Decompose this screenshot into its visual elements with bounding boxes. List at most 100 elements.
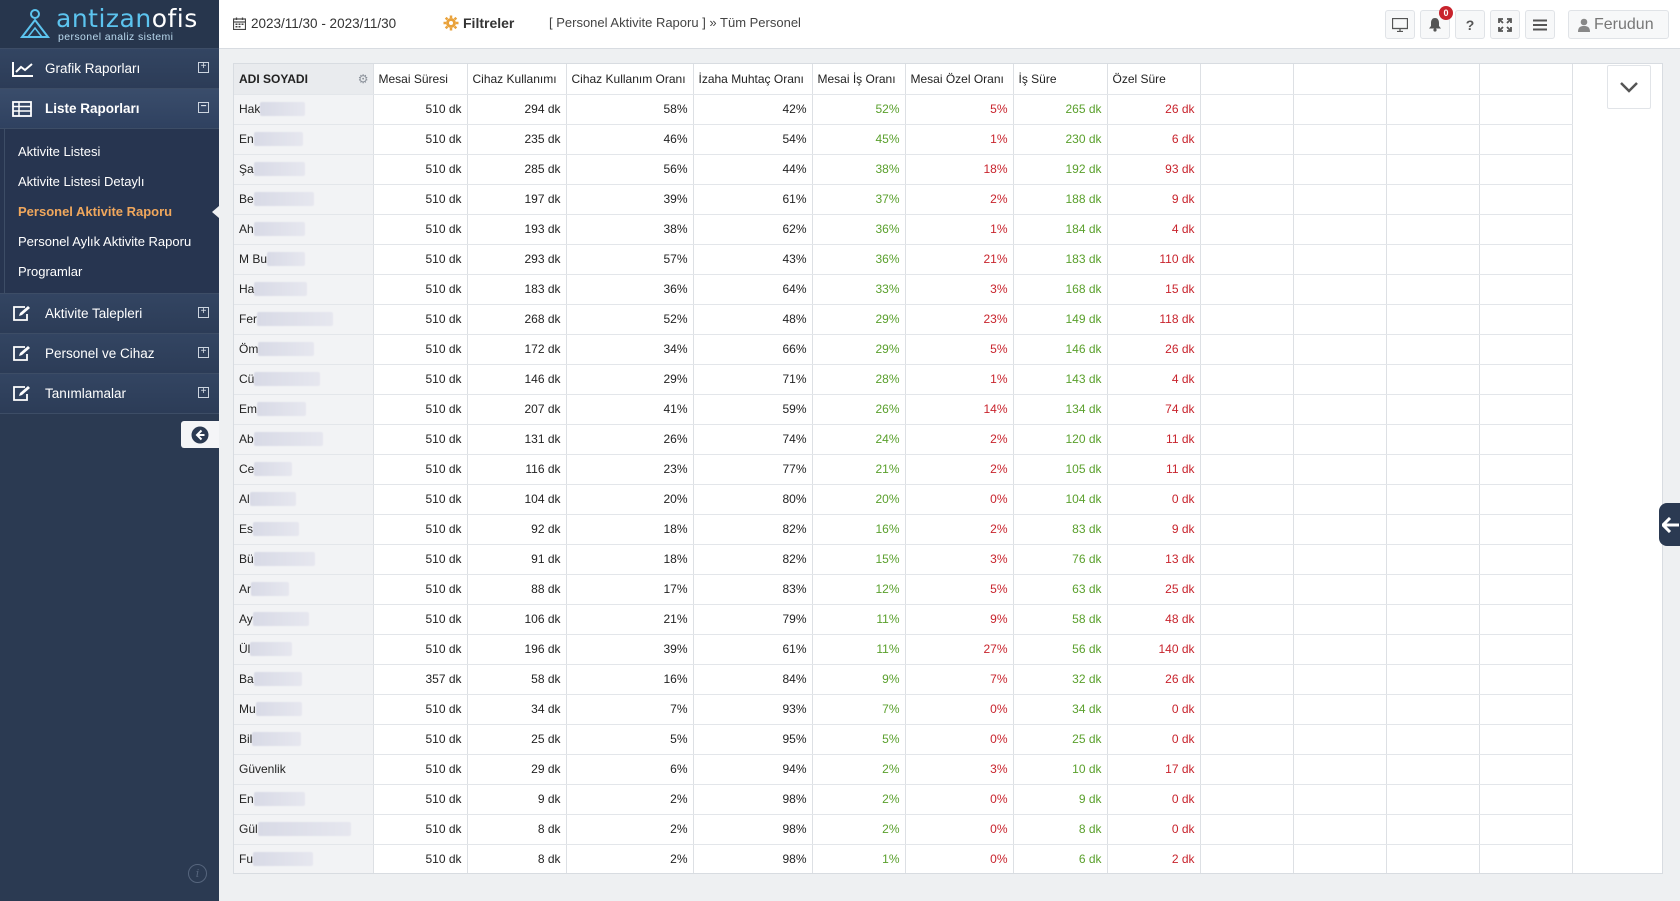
sidebar-item-programlar[interactable]: Programlar (18, 264, 83, 279)
collapse-icon[interactable]: − (198, 102, 209, 113)
menu-liste-raporlari[interactable]: Liste Raporları − (0, 89, 219, 129)
table-row[interactable]: Bü 510 dk 91 dk 18% 82% 15% 3% 76 dk 13 dk (234, 544, 1573, 575)
menu-button[interactable] (1525, 10, 1555, 39)
empty-cell (1200, 664, 1294, 695)
calendar-icon (233, 17, 246, 30)
monitor-button[interactable] (1385, 10, 1415, 39)
empty-cell (1386, 724, 1480, 755)
table-row[interactable]: Ab 510 dk 131 dk 26% 74% 24% 2% 120 dk 11 dk (234, 424, 1573, 455)
empty-cell (1200, 214, 1294, 245)
menu-grafik-raporlari[interactable]: Grafik Raporları + (0, 49, 219, 89)
table-row[interactable]: Fu 510 dk 8 dk 2% 98% 1% 0% 6 dk 2 dk (234, 844, 1573, 873)
cell-cihaz-kullanim-orani: 34% (566, 334, 694, 365)
redacted-name (253, 552, 315, 567)
table-row[interactable]: Mu 510 dk 34 dk 7% 93% 7% 0% 34 dk 0 dk (234, 694, 1573, 725)
cell-mesai-suresi: 510 dk (373, 814, 468, 845)
table-row[interactable]: Cü 510 dk 146 dk 29% 71% 28% 1% 143 dk 4 dk (234, 364, 1573, 395)
table-row[interactable]: Be 510 dk 197 dk 39% 61% 37% 2% 188 dk 9 dk (234, 184, 1573, 215)
cell-cihaz-kullanim-orani: 29% (566, 364, 694, 395)
sidebar-item-aktivite-listesi[interactable]: Aktivite Listesi (18, 144, 101, 159)
sidebar-item-aktivite-listesi-detayli[interactable]: Aktivite Listesi Detaylı (18, 174, 145, 189)
cell-mesai-is-orani: 2% (812, 754, 906, 785)
info-icon[interactable]: i (188, 864, 207, 883)
table-row[interactable]: Ay 510 dk 106 dk 21% 79% 11% 9% 58 dk 48 dk (234, 604, 1573, 635)
cell-name: Güvenlik (234, 754, 374, 785)
cell-mesai-suresi: 510 dk (373, 94, 468, 125)
redacted-name (254, 462, 293, 477)
table-row[interactable]: Fer 510 dk 268 dk 52% 48% 29% 23% 149 dk 118 dk (234, 304, 1573, 335)
menu-personel-ve-cihaz[interactable]: Personel ve Cihaz + (0, 334, 219, 374)
column-header-cihaz-kullanimi[interactable]: Cihaz Kullanımı (467, 64, 567, 95)
column-settings-icon[interactable]: ⚙ (357, 72, 369, 86)
app-logo[interactable]: antizanofis personel analiz sistemi (0, 0, 219, 49)
sidebar-item-personel-aylik-aktivite-raporu[interactable]: Personel Aylık Aktivite Raporu (18, 234, 192, 249)
sidebar-collapse-button[interactable] (181, 421, 219, 448)
table-row[interactable]: Ba 357 dk 58 dk 16% 84% 9% 7% 32 dk 26 dk (234, 664, 1573, 695)
expand-icon[interactable]: + (198, 62, 209, 73)
cell-mesai-ozel-orani: 0% (905, 724, 1014, 755)
table-row[interactable]: Ar 510 dk 88 dk 17% 83% 12% 5% 63 dk 25 dk (234, 574, 1573, 605)
empty-cell (1479, 274, 1573, 305)
table-row[interactable]: Ül 510 dk 196 dk 39% 61% 11% 27% 56 dk 140 dk (234, 634, 1573, 665)
column-header-mesai-ozel-orani[interactable]: Mesai Özel Oranı (905, 64, 1014, 95)
cell-mesai-ozel-orani: 3% (905, 274, 1014, 305)
column-header-mesai-is-orani[interactable]: Mesai İş Oranı (812, 64, 906, 95)
table-row[interactable]: Gül 510 dk 8 dk 2% 98% 2% 0% 8 dk 0 dk (234, 814, 1573, 845)
empty-cell (1200, 334, 1294, 365)
column-header-is-sure[interactable]: İş Süre (1013, 64, 1108, 95)
column-header-izaha-muhtac-orani[interactable]: İzaha Muhtaç Oranı (693, 64, 813, 95)
table-row[interactable]: Ce 510 dk 116 dk 23% 77% 21% 2% 105 dk 11 dk (234, 454, 1573, 485)
column-header-ozel-sure[interactable]: Özel Süre (1107, 64, 1201, 95)
cell-izaha-muhtac-orani: 94% (693, 754, 813, 785)
filters-button[interactable]: Filtreler (443, 15, 514, 31)
sidebar-item-personel-aktivite-raporu[interactable]: Personel Aktivite Raporu (0, 197, 219, 227)
redacted-name (253, 132, 303, 147)
menu-tanimlamalar[interactable]: Tanımlamalar + (0, 374, 219, 414)
table-row[interactable]: Es 510 dk 92 dk 18% 82% 16% 2% 83 dk 9 dk (234, 514, 1573, 545)
table-row[interactable]: Bil 510 dk 25 dk 5% 95% 5% 0% 25 dk 0 dk (234, 724, 1573, 755)
redacted-name (254, 372, 321, 387)
cell-is-sure: 149 dk (1013, 304, 1108, 335)
cell-cihaz-kullanimi: 104 dk (467, 484, 567, 515)
empty-cell (1479, 454, 1573, 485)
expand-icon[interactable]: + (198, 307, 209, 318)
column-header-name[interactable]: ADI SOYADI ⚙ (234, 64, 374, 95)
help-button[interactable]: ? (1455, 10, 1485, 39)
notifications-button[interactable]: 0 (1420, 6, 1453, 39)
table-row[interactable]: Ha 510 dk 183 dk 36% 64% 33% 3% 168 dk 15 dk (234, 274, 1573, 305)
table-row[interactable]: Hak 510 dk 294 dk 58% 42% 52% 5% 265 dk 26 dk (234, 94, 1573, 125)
table-row[interactable]: M Bu 510 dk 293 dk 57% 43% 36% 21% 183 dk 110 dk (234, 244, 1573, 275)
cell-cihaz-kullanimi: 131 dk (467, 424, 567, 455)
column-header-cihaz-kullanim-orani[interactable]: Cihaz Kullanım Oranı (566, 64, 694, 95)
table-row[interactable]: Şa 510 dk 285 dk 56% 44% 38% 18% 192 dk 93 dk (234, 154, 1573, 185)
cell-name: Ah (234, 214, 374, 245)
cell-mesai-is-orani: 16% (812, 514, 906, 545)
table-row[interactable]: Öm 510 dk 172 dk 34% 66% 29% 5% 146 dk 26 dk (234, 334, 1573, 365)
cell-mesai-ozel-orani: 2% (905, 424, 1014, 455)
table-row[interactable]: Em 510 dk 207 dk 41% 59% 26% 14% 134 dk 74 dk (234, 394, 1573, 425)
side-panel-toggle[interactable] (1659, 503, 1680, 546)
fullscreen-button[interactable] (1490, 10, 1520, 39)
cell-mesai-is-orani: 26% (812, 394, 906, 425)
cell-name: Ay (234, 604, 374, 635)
user-menu-button[interactable]: Ferudun (1568, 10, 1669, 39)
cell-mesai-ozel-orani: 2% (905, 454, 1014, 485)
table-row[interactable]: Ah 510 dk 193 dk 38% 62% 36% 1% 184 dk 4 dk (234, 214, 1573, 245)
column-header-mesai-suresi[interactable]: Mesai Süresi (373, 64, 468, 95)
cell-izaha-muhtac-orani: 82% (693, 544, 813, 575)
table-row[interactable]: En 510 dk 9 dk 2% 98% 2% 0% 9 dk 0 dk (234, 784, 1573, 815)
table-options-dropdown-button[interactable] (1607, 65, 1651, 109)
table-row[interactable]: Al 510 dk 104 dk 20% 80% 20% 0% 104 dk 0 dk (234, 484, 1573, 515)
expand-icon[interactable]: + (198, 387, 209, 398)
cell-mesai-is-orani: 36% (812, 244, 906, 275)
menu-aktivite-talepleri[interactable]: Aktivite Talepleri + (0, 294, 219, 334)
table-row[interactable]: Güvenlik 510 dk 29 dk 6% 94% 2% 3% 10 dk 17 dk (234, 754, 1573, 785)
employee-name: Ay (239, 611, 253, 626)
arrow-left-circle-icon (191, 426, 209, 443)
date-range-picker[interactable]: 2023/11/30 - 2023/11/30 (233, 16, 396, 31)
empty-cell (1386, 394, 1480, 425)
cell-is-sure: 230 dk (1013, 124, 1108, 155)
empty-cell (1200, 544, 1294, 575)
table-row[interactable]: En 510 dk 235 dk 46% 54% 45% 1% 230 dk 6 dk (234, 124, 1573, 155)
expand-icon[interactable]: + (198, 347, 209, 358)
